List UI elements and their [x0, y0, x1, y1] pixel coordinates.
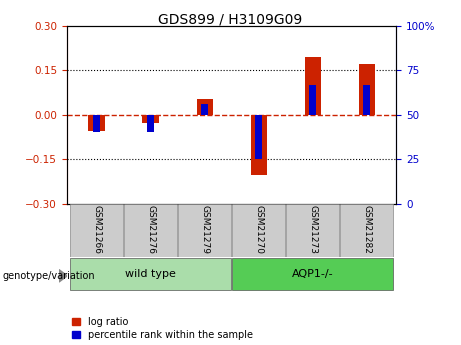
Bar: [142, 115, 159, 123]
Bar: [148, 115, 154, 132]
Polygon shape: [59, 270, 67, 282]
Bar: [359, 65, 375, 115]
Bar: [70, 258, 231, 290]
Text: GDS899 / H3109G09: GDS899 / H3109G09: [159, 12, 302, 26]
Legend: log ratio, percentile rank within the sample: log ratio, percentile rank within the sa…: [72, 317, 253, 340]
Bar: [309, 85, 316, 115]
Text: GSM21282: GSM21282: [362, 205, 371, 254]
Bar: [363, 85, 370, 115]
Bar: [124, 204, 177, 257]
Bar: [251, 115, 267, 175]
Bar: [232, 204, 285, 257]
Text: genotype/variation: genotype/variation: [2, 271, 95, 281]
Text: GSM21273: GSM21273: [308, 205, 317, 254]
Bar: [286, 204, 339, 257]
Text: GSM21266: GSM21266: [92, 205, 101, 254]
Bar: [70, 204, 123, 257]
Bar: [89, 115, 105, 131]
Bar: [93, 115, 100, 132]
Text: AQP1-/-: AQP1-/-: [292, 269, 333, 278]
Text: GSM21276: GSM21276: [146, 205, 155, 254]
Bar: [201, 104, 208, 115]
Bar: [255, 115, 262, 159]
Bar: [178, 204, 231, 257]
Bar: [196, 99, 213, 115]
Bar: [340, 204, 394, 257]
Bar: [232, 258, 394, 290]
Bar: [305, 57, 321, 115]
Text: wild type: wild type: [125, 269, 176, 278]
Text: GSM21270: GSM21270: [254, 205, 263, 254]
Text: GSM21279: GSM21279: [200, 205, 209, 254]
